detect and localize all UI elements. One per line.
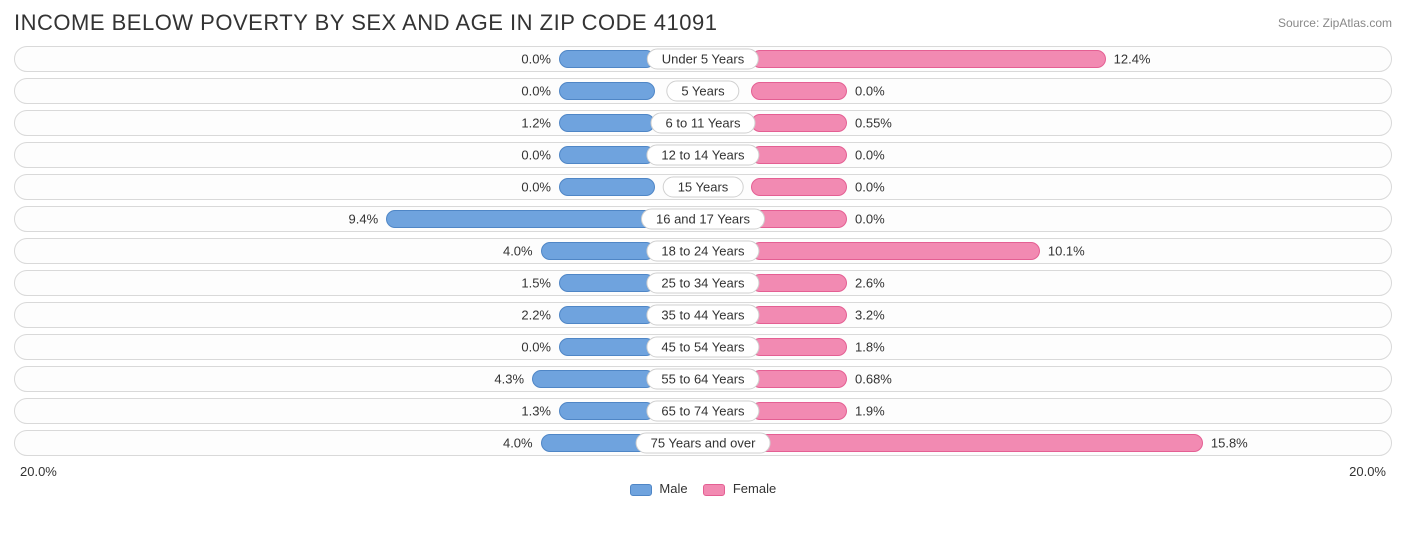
legend-male-label: Male <box>659 481 687 496</box>
legend: Male Female <box>14 481 1392 496</box>
female-value: 15.8% <box>1211 436 1248 451</box>
male-bar <box>532 370 655 388</box>
chart-row: 0.0% 1.8% 45 to 54 Years <box>14 334 1392 360</box>
chart-row: 4.0% 15.8% 75 Years and over <box>14 430 1392 456</box>
poverty-by-sex-age-chart: INCOME BELOW POVERTY BY SEX AND AGE IN Z… <box>0 0 1406 504</box>
female-bar <box>751 146 847 164</box>
female-bar <box>751 434 1203 452</box>
age-group-label: 55 to 64 Years <box>646 369 759 390</box>
male-value: 0.0% <box>521 52 551 67</box>
legend-swatch-female <box>703 484 725 496</box>
age-group-label: 18 to 24 Years <box>646 241 759 262</box>
chart-row: 0.0% 0.0% 5 Years <box>14 78 1392 104</box>
age-group-label: 75 Years and over <box>636 433 771 454</box>
female-bar <box>751 306 847 324</box>
legend-female-label: Female <box>733 481 776 496</box>
male-value: 4.0% <box>503 436 533 451</box>
male-value: 1.3% <box>521 404 551 419</box>
chart-row: 4.3% 0.68% 55 to 64 Years <box>14 366 1392 392</box>
female-value: 2.6% <box>855 276 885 291</box>
female-bar <box>751 50 1106 68</box>
female-bar <box>751 114 847 132</box>
chart-row: 2.2% 3.2% 35 to 44 Years <box>14 302 1392 328</box>
female-bar <box>751 274 847 292</box>
male-value: 0.0% <box>521 84 551 99</box>
chart-row: 0.0% 12.4% Under 5 Years <box>14 46 1392 72</box>
male-value: 0.0% <box>521 180 551 195</box>
male-value: 9.4% <box>349 212 379 227</box>
female-bar <box>751 242 1040 260</box>
female-bar <box>751 82 847 100</box>
age-group-label: 6 to 11 Years <box>651 113 756 134</box>
female-value: 3.2% <box>855 308 885 323</box>
male-bar <box>559 306 655 324</box>
male-value: 0.0% <box>521 148 551 163</box>
chart-rows: 0.0% 12.4% Under 5 Years 0.0% 0.0% 5 Years 1.2… <box>14 46 1392 456</box>
female-bar <box>751 178 847 196</box>
male-bar <box>559 402 655 420</box>
title-row: INCOME BELOW POVERTY BY SEX AND AGE IN Z… <box>14 10 1392 36</box>
age-group-label: 12 to 14 Years <box>646 145 759 166</box>
male-value: 1.5% <box>521 276 551 291</box>
axis-left-label: 20.0% <box>20 464 57 479</box>
axis-right-label: 20.0% <box>1349 464 1386 479</box>
chart-row: 9.4% 0.0% 16 and 17 Years <box>14 206 1392 232</box>
male-bar <box>559 50 655 68</box>
female-value: 12.4% <box>1114 52 1151 67</box>
legend-swatch-male <box>630 484 652 496</box>
chart-source: Source: ZipAtlas.com <box>1278 16 1392 30</box>
female-value: 0.0% <box>855 212 885 227</box>
male-value: 1.2% <box>521 116 551 131</box>
female-value: 0.68% <box>855 372 892 387</box>
chart-row: 1.2% 0.55% 6 to 11 Years <box>14 110 1392 136</box>
age-group-label: 5 Years <box>666 81 739 102</box>
female-value: 1.9% <box>855 404 885 419</box>
female-value: 0.0% <box>855 148 885 163</box>
male-value: 4.3% <box>494 372 524 387</box>
male-bar <box>559 146 655 164</box>
age-group-label: 45 to 54 Years <box>646 337 759 358</box>
male-bar <box>559 178 655 196</box>
chart-title: INCOME BELOW POVERTY BY SEX AND AGE IN Z… <box>14 10 717 36</box>
chart-row: 0.0% 0.0% 12 to 14 Years <box>14 142 1392 168</box>
male-bar <box>541 242 655 260</box>
female-bar <box>751 338 847 356</box>
male-value: 2.2% <box>521 308 551 323</box>
female-bar <box>751 370 847 388</box>
male-bar <box>559 114 655 132</box>
female-value: 0.0% <box>855 180 885 195</box>
female-value: 1.8% <box>855 340 885 355</box>
axis-row: 20.0% 20.0% <box>14 462 1392 479</box>
chart-row: 1.3% 1.9% 65 to 74 Years <box>14 398 1392 424</box>
age-group-label: 15 Years <box>663 177 744 198</box>
male-bar <box>559 82 655 100</box>
female-bar <box>751 402 847 420</box>
male-value: 4.0% <box>503 244 533 259</box>
female-value: 0.55% <box>855 116 892 131</box>
age-group-label: 35 to 44 Years <box>646 305 759 326</box>
age-group-label: 65 to 74 Years <box>646 401 759 422</box>
chart-row: 1.5% 2.6% 25 to 34 Years <box>14 270 1392 296</box>
age-group-label: 25 to 34 Years <box>646 273 759 294</box>
female-value: 10.1% <box>1048 244 1085 259</box>
male-bar <box>559 338 655 356</box>
age-group-label: 16 and 17 Years <box>641 209 765 230</box>
male-value: 0.0% <box>521 340 551 355</box>
male-bar <box>386 210 655 228</box>
chart-row: 4.0% 10.1% 18 to 24 Years <box>14 238 1392 264</box>
female-bar <box>751 210 847 228</box>
age-group-label: Under 5 Years <box>647 49 759 70</box>
male-bar <box>559 274 655 292</box>
chart-row: 0.0% 0.0% 15 Years <box>14 174 1392 200</box>
female-value: 0.0% <box>855 84 885 99</box>
